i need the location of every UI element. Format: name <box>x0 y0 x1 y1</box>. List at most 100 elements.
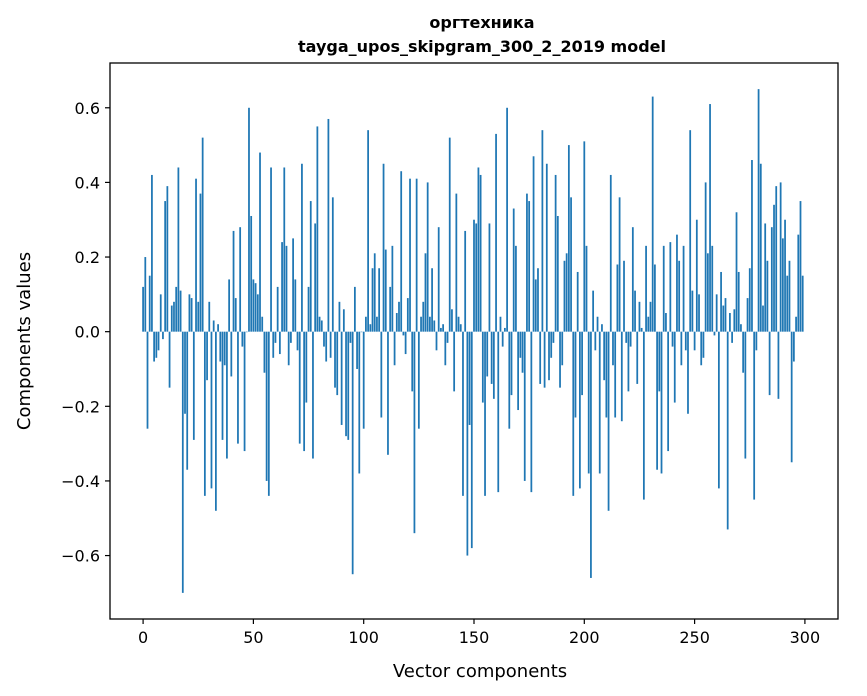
bar <box>492 331 495 399</box>
bar <box>731 331 733 343</box>
bar <box>746 298 749 332</box>
bar <box>484 331 486 496</box>
bar <box>561 331 564 366</box>
bar <box>285 245 288 332</box>
bar <box>766 260 769 332</box>
bar <box>682 245 685 332</box>
bar <box>290 331 292 343</box>
bar <box>691 290 694 332</box>
bar <box>301 163 303 332</box>
bar <box>219 331 222 362</box>
bar <box>481 331 484 403</box>
bar <box>576 271 579 332</box>
bar <box>618 197 621 332</box>
bar <box>660 331 663 474</box>
y-tick-label: −0.4 <box>61 472 100 491</box>
bar <box>327 118 330 332</box>
bar <box>316 126 319 332</box>
bar <box>620 331 623 422</box>
bar-series <box>142 89 804 593</box>
bar <box>748 268 751 332</box>
bar <box>715 294 718 332</box>
bar <box>490 331 493 384</box>
bar <box>711 245 714 332</box>
bar <box>175 286 178 332</box>
bar <box>554 174 557 332</box>
bar <box>378 268 381 332</box>
bar <box>241 331 244 347</box>
bar <box>473 219 475 332</box>
bar <box>720 271 722 332</box>
bar <box>362 331 365 429</box>
bar <box>347 331 350 440</box>
bar <box>334 331 336 388</box>
bar <box>184 331 186 414</box>
bar <box>309 201 312 332</box>
bar <box>223 331 226 366</box>
bar <box>453 331 456 392</box>
bar <box>426 182 429 332</box>
bar <box>433 320 436 332</box>
bar <box>693 331 696 351</box>
bar <box>261 316 264 332</box>
bar <box>603 331 606 381</box>
bar <box>523 331 526 481</box>
bar <box>155 331 158 358</box>
chart-subtitle: tayga_upos_skipgram_300_2_2019 model <box>298 37 666 56</box>
bar <box>475 223 478 332</box>
bar <box>636 331 639 384</box>
bar <box>612 331 614 366</box>
bar <box>706 253 709 332</box>
bar <box>548 331 550 381</box>
bar <box>252 279 255 332</box>
bar <box>545 163 548 332</box>
bar <box>737 271 740 332</box>
bar <box>563 260 566 332</box>
bar <box>404 331 407 355</box>
bar <box>230 331 233 377</box>
bar <box>665 313 667 332</box>
plot-frame <box>109 62 839 620</box>
bar <box>594 331 597 351</box>
bar <box>598 331 601 474</box>
bar <box>435 331 438 351</box>
bar <box>173 301 175 332</box>
bar <box>356 331 358 369</box>
bar <box>702 331 705 358</box>
bar <box>654 264 656 332</box>
bar <box>795 316 797 332</box>
bar <box>162 331 164 340</box>
bar <box>565 253 568 332</box>
bar <box>303 331 306 452</box>
bar <box>751 160 753 332</box>
bar <box>345 331 347 437</box>
bar <box>151 174 153 332</box>
bar <box>197 301 200 332</box>
bar <box>662 245 665 332</box>
bar <box>517 331 520 411</box>
bar <box>512 208 515 332</box>
bar <box>532 156 535 332</box>
bar <box>717 331 720 489</box>
bar <box>792 331 795 362</box>
bar <box>212 320 215 332</box>
bar <box>265 331 268 481</box>
x-tick-label: 200 <box>569 628 600 647</box>
bar <box>314 223 317 332</box>
bar <box>552 331 555 343</box>
bar <box>528 201 531 332</box>
y-axis: −0.6 −0.4 −0.2 0.0 0.2 0.4 0.6 <box>61 99 110 566</box>
bar <box>263 331 266 373</box>
bar <box>203 331 206 496</box>
bar <box>495 133 497 332</box>
bar <box>609 174 612 332</box>
bar <box>373 253 376 332</box>
bar <box>700 331 703 366</box>
bar <box>217 324 219 332</box>
bar <box>729 313 731 332</box>
bar <box>228 279 231 332</box>
bar <box>270 167 272 332</box>
bar <box>365 316 367 332</box>
bar <box>601 324 603 332</box>
bar <box>775 186 778 332</box>
